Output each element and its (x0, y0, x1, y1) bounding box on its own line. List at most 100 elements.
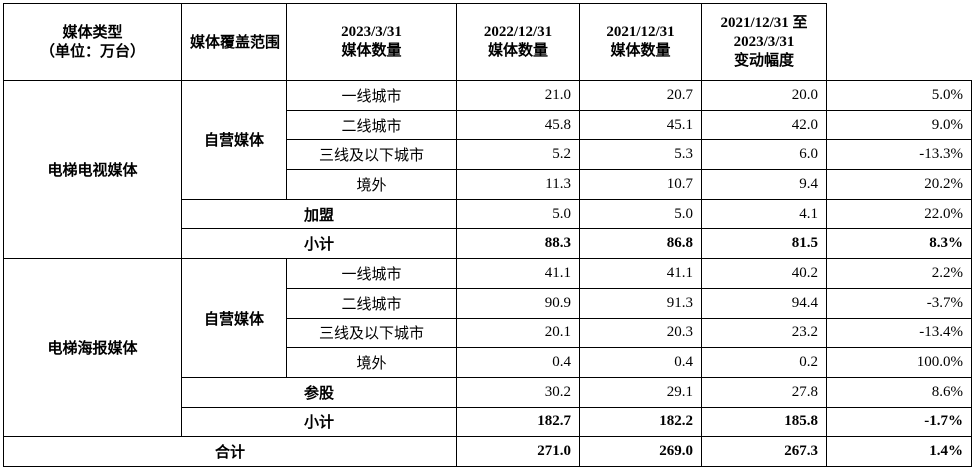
value-cell: 5.0 (579, 198, 702, 230)
value-cell: 30.2 (456, 376, 580, 408)
header-line: 2021/12/31 至 (720, 14, 808, 31)
subtotal-name: 小计 (181, 228, 457, 260)
group-name: 电梯电视媒体 (3, 79, 182, 260)
value-cell: 45.1 (579, 109, 702, 141)
value-cell: 22.0% (826, 198, 972, 230)
header-line: 媒体数量 (341, 43, 402, 59)
table-row: 加盟 5.0 5.0 4.1 22.0% (4, 198, 972, 230)
value-cell: 8.3% (826, 228, 972, 260)
value-cell: -3.7% (826, 287, 972, 319)
value-cell: 29.1 (579, 376, 702, 408)
table-row: 媒体类型 （单位：万台） 媒体覆盖范围 2023/3/31 媒体数量 2022/12/31… (3, 3, 972, 81)
value-cell: 271.0 (456, 436, 580, 467)
value-cell: 182.7 (456, 406, 580, 438)
value-cell: -1.7% (826, 406, 972, 438)
value-cell: 20.2% (826, 169, 972, 200)
subgroup-name: 自营媒体 (181, 80, 287, 200)
value-cell: 5.0 (456, 198, 580, 230)
header-line: 变动幅度 (733, 52, 794, 69)
value-cell: 45.8 (456, 109, 580, 141)
value-cell: 94.4 (701, 287, 827, 319)
value-cell: 0.4 (456, 347, 580, 378)
value-cell: 23.2 (701, 317, 827, 349)
value-cell: 100.0% (826, 347, 972, 378)
total-name: 合计 (3, 436, 457, 467)
value-cell: 86.8 (579, 228, 702, 260)
value-cell: 269.0 (579, 436, 702, 467)
value-cell: 0.4 (579, 347, 702, 378)
group-name: 电梯海报媒体 (3, 258, 182, 438)
value-cell: 40.2 (701, 258, 827, 289)
header-line: 媒体数量 (610, 43, 671, 59)
table-row: 小计 182.7 182.2 185.8 -1.7% (4, 406, 972, 438)
value-cell: 41.1 (579, 258, 702, 289)
table-row: 合计 271.0 269.0 267.3 1.4% (3, 436, 972, 467)
value-cell: 11.3 (456, 169, 580, 200)
value-cell: 8.6% (826, 376, 972, 408)
table-row: 二线城市 45.8 45.1 42.0 9.0% (4, 109, 972, 141)
value-cell: 5.2 (456, 139, 580, 171)
value-cell: 182.2 (579, 406, 702, 438)
region-name: 一线城市 (286, 258, 457, 289)
header-line: 媒体数量 (487, 43, 548, 59)
value-cell: 27.8 (701, 376, 827, 408)
value-cell: 20.7 (579, 80, 702, 111)
region-name: 三线及以下城市 (286, 139, 457, 171)
header-cell: 2021/12/31 媒体数量 (579, 3, 702, 81)
value-cell: -13.4% (826, 317, 972, 349)
value-cell: 4.1 (701, 198, 827, 230)
region-name: 二线城市 (286, 287, 457, 319)
value-cell: 1.4% (826, 436, 972, 467)
table-body: 媒体类型 （单位：万台） 媒体覆盖范围 2023/3/31 媒体数量 2022/12/31… (3, 3, 972, 467)
region-name: 三线及以下城市 (286, 317, 457, 349)
value-cell: 6.0 (701, 139, 827, 171)
table-row: 参股 30.2 29.1 27.8 8.6% (4, 376, 972, 408)
table-row: 电梯海报媒体 自营媒体 一线城市 41.1 41.1 40.2 2.2% (3, 258, 972, 438)
region-name: 境外 (286, 169, 457, 200)
value-cell: 185.8 (701, 406, 827, 438)
header-line: 2022/12/31 (483, 24, 553, 40)
table-row: 电梯电视媒体 自营媒体 一线城市 21.0 20.7 20.0 5.0% (3, 79, 972, 260)
value-cell: 21.0 (456, 80, 580, 111)
header-cell: 2022/12/31 媒体数量 (456, 3, 580, 81)
subgroup-name: 自营媒体 (181, 258, 287, 378)
table-row: 三线及以下城市 5.2 5.3 6.0 -13.3% (4, 139, 972, 171)
table-row: 境外 11.3 10.7 9.4 20.2% (4, 169, 972, 200)
value-cell: -13.3% (826, 139, 972, 171)
value-cell: 90.9 (456, 287, 580, 319)
media-table: 媒体类型 （单位：万台） 媒体覆盖范围 2023/3/31 媒体数量 2022/12/31… (3, 3, 972, 467)
region-name: 境外 (286, 347, 457, 378)
value-cell: 91.3 (579, 287, 702, 319)
header-line: 2021/12/31 (606, 24, 675, 40)
value-cell: 10.7 (579, 169, 702, 200)
header-line: 2023/3/31 (341, 24, 402, 40)
value-cell: 5.3 (579, 139, 702, 171)
value-cell: 2.2% (826, 258, 972, 289)
value-cell: 9.0% (826, 109, 972, 141)
header-cell: 2023/3/31 媒体数量 (286, 3, 457, 81)
header-line: 媒体覆盖范围 (190, 32, 281, 51)
other-name: 参股 (181, 376, 457, 408)
value-cell: 5.0% (826, 80, 972, 111)
region-name: 二线城市 (286, 109, 457, 141)
value-cell: 9.4 (701, 169, 827, 200)
header-cell: 媒体覆盖范围 (181, 3, 287, 81)
region-name: 一线城市 (286, 80, 457, 111)
value-cell: 88.3 (456, 228, 580, 260)
value-cell: 0.2 (701, 347, 827, 378)
table-row: 二线城市 90.9 91.3 94.4 -3.7% (4, 287, 972, 319)
value-cell: 81.5 (701, 228, 827, 260)
value-cell: 20.1 (456, 317, 580, 349)
value-cell: 42.0 (701, 109, 827, 141)
header-cell: 媒体类型 （单位：万台） (3, 3, 182, 81)
table-row: 小计 88.3 86.8 81.5 8.3% (4, 228, 972, 260)
header-line: （单位：万台） (39, 42, 145, 60)
header-line: 2023/3/31 (733, 33, 795, 50)
header-cell: 2021/12/31 至 2023/3/31 变动幅度 (701, 3, 827, 81)
header-line: 媒体类型 (62, 23, 123, 41)
subtotal-name: 小计 (181, 406, 457, 438)
value-cell: 20.0 (701, 80, 827, 111)
value-cell: 20.3 (579, 317, 702, 349)
value-cell: 41.1 (456, 258, 580, 289)
